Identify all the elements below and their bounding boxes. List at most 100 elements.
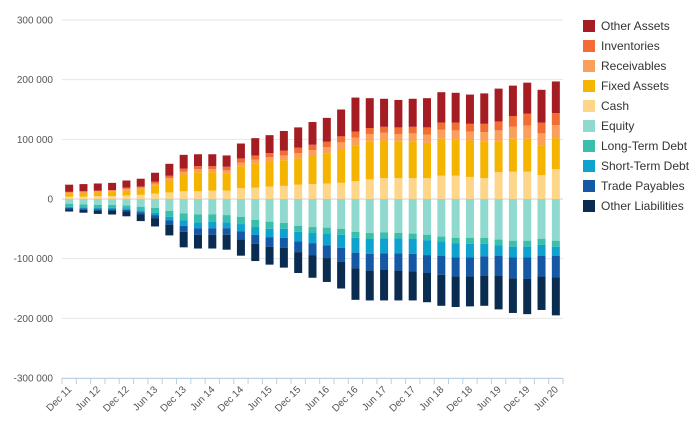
bar-segment-long-term-debt bbox=[236, 216, 245, 225]
bar-segment-inventories bbox=[394, 127, 403, 134]
y-tick-label: 0 bbox=[47, 195, 53, 206]
bar-segment-inventories bbox=[165, 175, 174, 179]
bar-segment-cash bbox=[294, 184, 303, 199]
bar-segment-trade-payables bbox=[108, 209, 117, 211]
bar-segment-equity bbox=[236, 199, 245, 217]
bar-segment-short-term-debt bbox=[108, 207, 117, 210]
legend-swatch bbox=[583, 120, 595, 132]
bar-segment-trade-payables bbox=[222, 228, 231, 235]
bar-segment-equity bbox=[265, 199, 274, 222]
bar-segment-inventories bbox=[351, 131, 360, 138]
legend-item[interactable]: Cash bbox=[583, 96, 689, 116]
bar-segment-short-term-debt bbox=[508, 246, 517, 258]
bar-segment-other-liabilities bbox=[551, 277, 560, 316]
bar-segment-other-liabilities bbox=[165, 224, 174, 236]
x-tick-label: Jun 20 bbox=[532, 384, 561, 413]
bar-segment-receivables bbox=[65, 192, 74, 194]
bar-segment-receivables bbox=[394, 133, 403, 142]
bar-segment-fixed-assets bbox=[451, 139, 460, 176]
bar-segment-short-term-debt bbox=[480, 243, 489, 257]
bar-segment-trade-payables bbox=[494, 255, 503, 276]
bar-segment-short-term-debt bbox=[551, 246, 560, 256]
bar-segment-other-assets bbox=[108, 182, 117, 191]
bar-segment-long-term-debt bbox=[394, 233, 403, 239]
bar-segment-inventories bbox=[193, 166, 202, 170]
bar-segment-long-term-debt bbox=[508, 240, 517, 247]
bar-segment-inventories bbox=[79, 191, 88, 192]
bar-segment-trade-payables bbox=[437, 255, 446, 275]
bar-segment-trade-payables bbox=[451, 257, 460, 277]
bar-segment-short-term-debt bbox=[93, 207, 102, 210]
bar-segment-other-assets bbox=[236, 143, 245, 159]
bar-segment-fixed-assets bbox=[208, 172, 217, 191]
bar-segment-short-term-debt bbox=[351, 237, 360, 253]
legend-item[interactable]: Other Liabilities bbox=[583, 196, 689, 216]
bar-segment-cash bbox=[508, 171, 517, 199]
bar-segment-short-term-debt bbox=[151, 212, 160, 216]
bar-segment-trade-payables bbox=[179, 225, 188, 232]
bar-segment-equity bbox=[351, 199, 360, 232]
legend-label: Other Liabilities bbox=[601, 199, 684, 213]
bar-segment-cash bbox=[465, 176, 474, 199]
bar-segment-receivables bbox=[122, 188, 131, 191]
legend-item[interactable]: Long-Term Debt bbox=[583, 136, 689, 156]
bar-segment-trade-payables bbox=[265, 237, 274, 247]
bar-segment-short-term-debt bbox=[79, 207, 88, 209]
bar-segment-fixed-assets bbox=[408, 141, 417, 179]
bar-segment-trade-payables bbox=[523, 257, 532, 279]
x-tick-label: Dec 16 bbox=[330, 384, 360, 414]
bar-segment-inventories bbox=[551, 113, 560, 126]
bar-segment-equity bbox=[322, 199, 331, 228]
bar-segment-equity bbox=[193, 199, 202, 215]
bar-segment-short-term-debt bbox=[537, 244, 546, 256]
legend-swatch bbox=[583, 40, 595, 52]
legend-item[interactable]: Receivables bbox=[583, 56, 689, 76]
bar-segment-other-liabilities bbox=[108, 210, 117, 215]
bar-segment-fixed-assets bbox=[423, 142, 432, 179]
bar-segment-short-term-debt bbox=[136, 210, 145, 213]
bar-segment-cash bbox=[122, 195, 131, 199]
bar-segment-long-term-debt bbox=[165, 210, 174, 217]
bar-segment-fixed-assets bbox=[537, 145, 546, 176]
bar-segment-trade-payables bbox=[351, 252, 360, 269]
legend-item[interactable]: Fixed Assets bbox=[583, 76, 689, 96]
bar-segment-long-term-debt bbox=[79, 204, 88, 208]
bar-segment-other-assets bbox=[222, 155, 231, 167]
bar-segment-long-term-debt bbox=[423, 234, 432, 241]
bar-segment-other-liabilities bbox=[65, 209, 74, 212]
bar-segment-cash bbox=[136, 194, 145, 199]
bar-segment-equity bbox=[508, 199, 517, 241]
bar-segment-fixed-assets bbox=[222, 173, 231, 191]
bar-segment-cash bbox=[494, 172, 503, 199]
bar-segment-receivables bbox=[208, 169, 217, 173]
legend-swatch bbox=[583, 100, 595, 112]
bar-segment-receivables bbox=[508, 126, 517, 139]
bar-segment-trade-payables bbox=[279, 237, 288, 248]
bar-segment-long-term-debt bbox=[65, 203, 74, 207]
bar-segment-trade-payables bbox=[337, 247, 346, 262]
legend-swatch bbox=[583, 160, 595, 172]
bar-segment-fixed-assets bbox=[151, 185, 160, 194]
bar-segment-short-term-debt bbox=[365, 238, 374, 254]
bar-segment-trade-payables bbox=[236, 231, 245, 240]
x-tick-label: Dec 15 bbox=[273, 384, 303, 414]
legend-label: Short-Term Debt bbox=[601, 159, 690, 173]
bar-segment-long-term-debt bbox=[437, 236, 446, 242]
x-tick-label: Dec 13 bbox=[159, 384, 189, 414]
bar-segment-inventories bbox=[93, 190, 102, 192]
bar-segment-cash bbox=[151, 193, 160, 199]
legend-item[interactable]: Inventories bbox=[583, 36, 689, 56]
bar-segment-inventories bbox=[465, 123, 474, 132]
legend-item[interactable]: Equity bbox=[583, 116, 689, 136]
bar-segment-trade-payables bbox=[122, 209, 131, 212]
bar-segment-other-assets bbox=[151, 172, 160, 182]
bar-segment-cash bbox=[380, 178, 389, 199]
bar-segment-receivables bbox=[423, 134, 432, 143]
legend-item[interactable]: Short-Term Debt bbox=[583, 156, 689, 176]
bar-segment-long-term-debt bbox=[465, 237, 474, 244]
legend-item[interactable]: Other Assets bbox=[583, 16, 689, 36]
legend-item[interactable]: Trade Payables bbox=[583, 176, 689, 196]
bar-segment-inventories bbox=[508, 116, 517, 127]
bar-segment-cash bbox=[523, 171, 532, 199]
bar-segment-short-term-debt bbox=[451, 243, 460, 258]
